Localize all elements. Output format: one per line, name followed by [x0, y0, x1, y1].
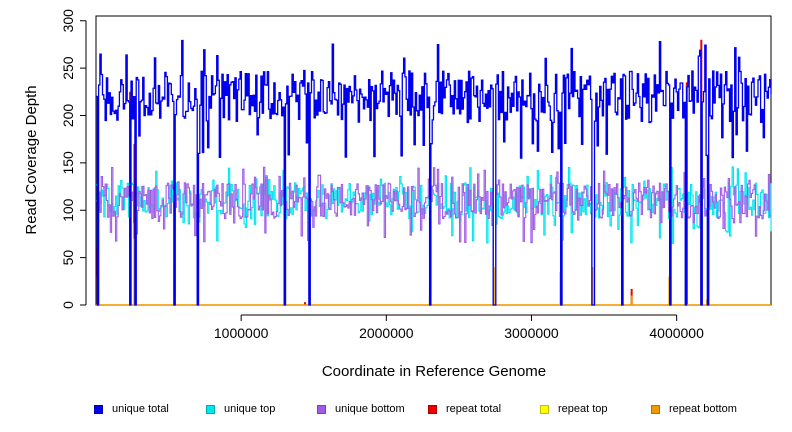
x-tick-label: 3000000	[504, 325, 559, 341]
y-axis-label: Read Coverage Depth	[23, 85, 40, 234]
y-tick-label: 50	[60, 250, 76, 266]
y-tick-label: 0	[60, 301, 76, 309]
legend-swatch-unique-top	[206, 404, 215, 414]
legend-item-repeat-top: repeat top	[540, 399, 608, 419]
legend-swatch-repeat-top	[540, 404, 549, 414]
legend-label-repeat-total: repeat total	[446, 403, 502, 415]
legend-item-unique-top: unique top	[206, 399, 275, 419]
legend-item-unique-total: unique total	[94, 399, 169, 419]
x-tick-label: 2000000	[359, 325, 414, 341]
y-tick-label: 100	[60, 198, 76, 222]
series-unique-bottom	[96, 166, 772, 306]
y-tick-label: 300	[60, 9, 76, 33]
legend-label-unique-bottom: unique bottom	[335, 403, 405, 415]
coverage-chart: 1000000 2000000 3000000 4000000 0 50 100 150 200…	[23, 9, 772, 380]
legend-label-repeat-bottom: repeat bottom	[669, 403, 737, 415]
legend: unique total unique top unique bottom re…	[0, 399, 792, 419]
legend-swatch-repeat-bottom	[651, 404, 660, 414]
y-tick-label: 150	[60, 151, 76, 175]
legend-item-repeat-total: repeat total	[428, 399, 501, 419]
legend-item-repeat-bottom: repeat bottom	[651, 399, 737, 419]
x-tick-label: 4000000	[649, 325, 704, 341]
legend-label-repeat-top: repeat top	[558, 403, 608, 415]
series-layer	[96, 39, 772, 306]
x-tick-label: 1000000	[214, 325, 269, 341]
y-tick-label: 250	[60, 56, 76, 80]
series-unique-total	[96, 39, 772, 306]
legend-item-unique-bottom: unique bottom	[317, 399, 405, 419]
legend-label-unique-total: unique total	[112, 403, 169, 415]
axes-layer: 1000000 2000000 3000000 4000000 0 50 100 150 200…	[60, 9, 704, 341]
x-axis-label: Coordinate in Reference Genome	[322, 363, 546, 380]
legend-label-unique-top: unique top	[224, 403, 276, 415]
legend-swatch-unique-total	[94, 404, 103, 414]
legend-swatch-unique-bottom	[317, 404, 326, 414]
y-tick-label: 200	[60, 104, 76, 128]
legend-swatch-repeat-total	[428, 404, 437, 414]
